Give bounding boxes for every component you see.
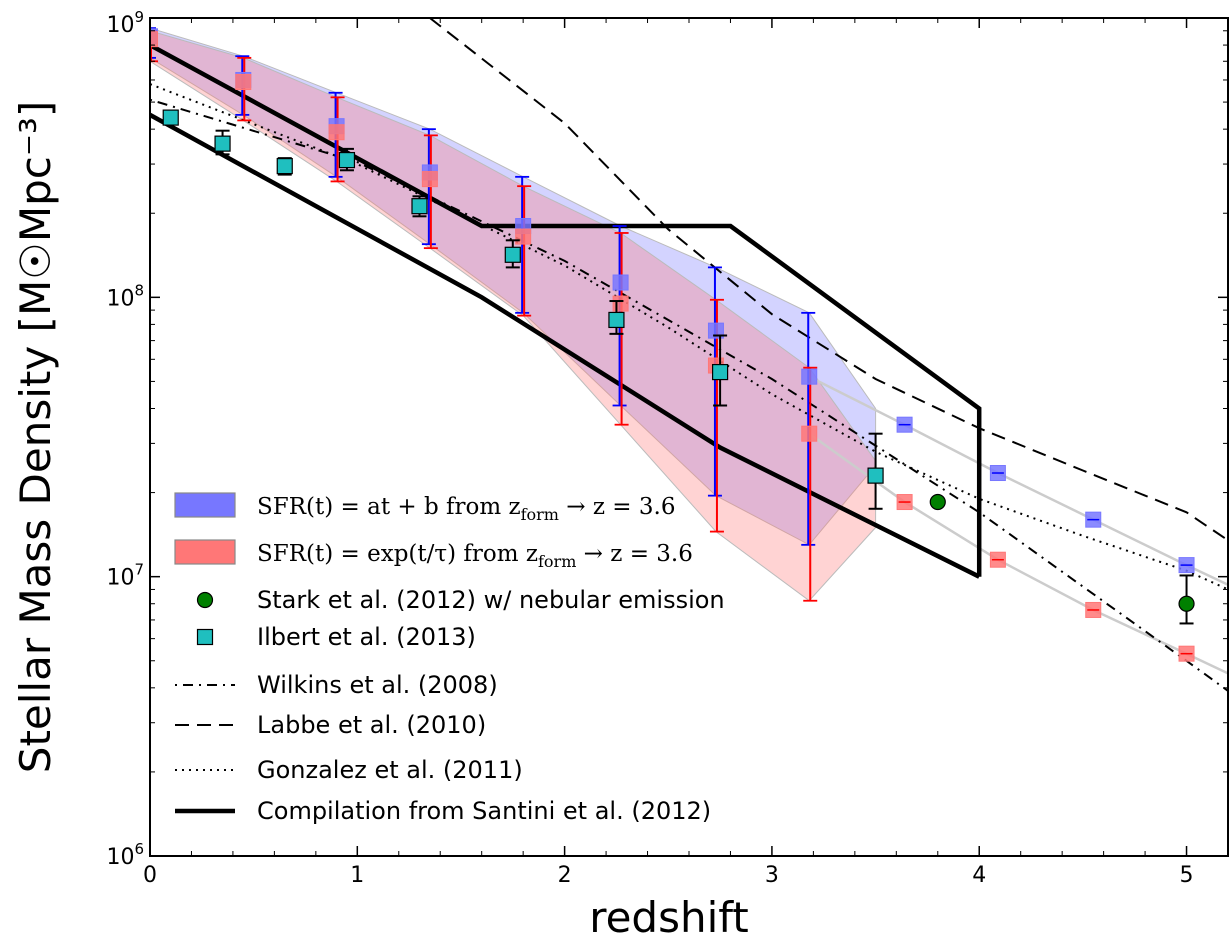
x-tick-label-5: 5 <box>1180 863 1194 888</box>
x-tick-label-0: 0 <box>143 863 157 888</box>
legend-swatch-1 <box>174 539 236 565</box>
x-axis-label: redshift <box>589 893 749 942</box>
ilbert-point-8 <box>867 467 884 484</box>
band-point-1-0 <box>150 31 158 48</box>
ilbert-point-7 <box>711 363 729 381</box>
y-tick-label-1: 107 <box>106 561 144 591</box>
x-tick-label-3: 3 <box>765 863 779 888</box>
y-tick-label-3: 109 <box>106 8 144 38</box>
band-point-1-1 <box>235 74 252 91</box>
santini-lower-bound <box>150 112 981 579</box>
x-tick-label-2: 2 <box>558 863 572 888</box>
ilbert-point-2 <box>276 157 293 175</box>
stark-point-0 <box>929 493 946 511</box>
legend-label-3: Ilbert et al. (2013) <box>257 623 476 651</box>
santini-upper-bound <box>150 43 982 577</box>
legend-label-2: Stark et al. (2012) w/ nebular emission <box>257 586 725 614</box>
legend-marker-3 <box>196 628 214 646</box>
stark-point-1 <box>1178 595 1195 612</box>
ilbert-point-5 <box>504 246 521 263</box>
y-tick-label-2: 108 <box>106 281 144 311</box>
band-point-1-5 <box>612 295 629 312</box>
ilbert-point-3 <box>338 151 356 169</box>
legend: SFR(t) = at + b from zform → z = 3.6 SFR(… <box>174 492 725 825</box>
reference-line-1 <box>429 18 1228 542</box>
band-point-0-6 <box>707 322 724 339</box>
axes: 0 1 2 3 4 5 106 107 108 109 redshift Stellar Mass D… <box>11 8 1229 942</box>
ilbert-point-4 <box>411 198 428 215</box>
legend-label-7: Compilation from Santini et al. (2012) <box>257 797 711 825</box>
band-point-1-2 <box>328 124 345 141</box>
legend-label-1: SFR(t) = exp(t/τ) from zform → z = 3.6 <box>257 541 693 571</box>
plot-area <box>150 18 1228 692</box>
plot-clip-group <box>150 18 1228 692</box>
x-tick-label-1: 1 <box>350 863 364 888</box>
band-point-1-7 <box>801 425 818 442</box>
band-point-1-4 <box>515 228 532 245</box>
legend-label-4: Wilkins et al. (2008) <box>257 671 498 699</box>
legend-label-5: Labbe et al. (2010) <box>257 711 486 739</box>
legend-label-0: SFR(t) = at + b from zform → z = 3.6 <box>257 494 675 524</box>
ilbert-point-1 <box>214 135 231 152</box>
x-tick-label-4: 4 <box>972 863 986 888</box>
ilbert-point-6 <box>608 311 625 329</box>
y-tick-label-0: 106 <box>106 840 144 870</box>
legend-swatch-0 <box>174 492 236 518</box>
band-point-0-7 <box>801 368 818 385</box>
legend-label-6: Gonzalez et al. (2011) <box>257 756 523 784</box>
band-point-1-3 <box>421 171 438 188</box>
legend-marker-2 <box>196 591 214 609</box>
y-axis-label: Stellar Mass Density [M☉Mpc⁻³] <box>11 101 60 773</box>
band-point-0-5 <box>612 274 629 291</box>
ilbert-point-0 <box>162 109 179 126</box>
